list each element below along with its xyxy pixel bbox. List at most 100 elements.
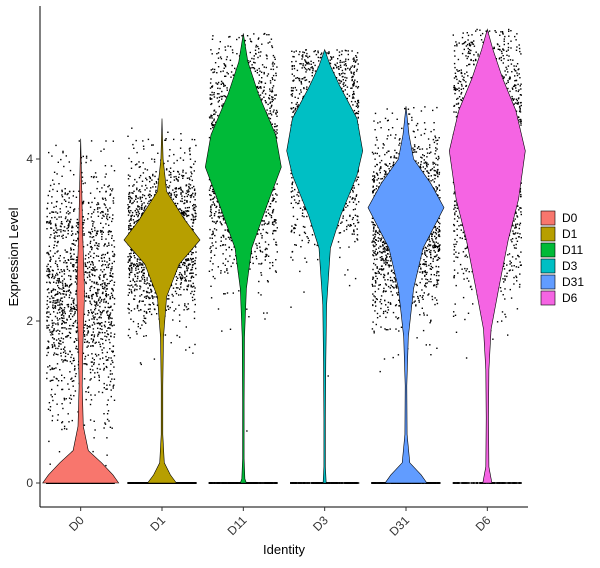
data-point — [139, 259, 141, 261]
data-point — [60, 221, 63, 223]
data-point — [110, 324, 112, 326]
data-point — [105, 288, 108, 290]
data-point — [146, 169, 149, 171]
data-point — [89, 206, 92, 208]
data-point — [76, 348, 79, 350]
data-point — [103, 203, 105, 205]
data-point — [270, 106, 272, 108]
data-point — [47, 251, 49, 254]
data-point — [105, 301, 107, 304]
data-point — [53, 342, 55, 344]
data-point — [135, 283, 137, 286]
data-point — [195, 246, 197, 248]
data-point — [193, 189, 196, 191]
data-point — [101, 265, 103, 267]
data-point — [93, 267, 95, 270]
data-point — [61, 359, 63, 361]
data-point — [128, 328, 130, 331]
data-point — [102, 263, 104, 266]
data-point — [263, 73, 265, 75]
data-point — [70, 283, 73, 285]
data-point — [112, 296, 114, 299]
data-point — [272, 96, 274, 99]
data-point — [52, 188, 54, 191]
data-point — [143, 202, 145, 204]
data-point — [149, 280, 152, 282]
data-point — [55, 353, 57, 355]
data-point — [94, 313, 97, 315]
data-point — [228, 36, 230, 38]
data-point — [193, 203, 195, 206]
data-point — [76, 256, 78, 259]
data-point — [134, 273, 136, 276]
data-point — [208, 178, 211, 181]
data-point — [263, 66, 265, 68]
data-point — [184, 202, 186, 204]
data-point — [75, 331, 78, 334]
data-point — [61, 288, 63, 290]
data-point — [46, 325, 48, 327]
data-point — [147, 296, 150, 298]
data-point — [65, 216, 67, 218]
data-point — [50, 227, 52, 229]
data-point — [60, 348, 62, 350]
data-point — [112, 255, 114, 257]
data-point — [109, 327, 111, 330]
data-point — [211, 237, 213, 239]
data-point — [91, 357, 94, 359]
data-point — [54, 237, 56, 240]
data-point — [85, 295, 88, 297]
data-point — [88, 257, 90, 259]
data-point — [195, 274, 197, 276]
data-point — [141, 213, 143, 215]
data-point — [191, 272, 193, 274]
data-point — [112, 202, 115, 204]
data-point — [85, 292, 88, 295]
data-point — [256, 244, 258, 247]
data-point — [262, 228, 264, 231]
data-point — [64, 217, 67, 220]
data-point — [188, 263, 190, 265]
data-point — [269, 102, 271, 104]
data-point — [57, 309, 60, 311]
data-point — [192, 482, 194, 484]
data-point — [46, 215, 48, 218]
data-point — [135, 195, 137, 197]
data-point — [48, 245, 50, 247]
data-point — [55, 260, 57, 262]
data-point — [255, 44, 258, 47]
data-point — [89, 240, 92, 243]
data-point — [49, 212, 51, 214]
data-point — [195, 251, 197, 253]
data-point — [69, 169, 72, 172]
data-point — [143, 206, 146, 208]
data-point — [112, 288, 114, 291]
data-point — [103, 301, 105, 303]
data-point — [137, 205, 139, 207]
data-point — [103, 275, 105, 277]
data-point — [57, 380, 60, 382]
data-point — [51, 388, 53, 391]
data-point — [218, 105, 220, 108]
data-point — [168, 170, 171, 173]
data-point — [191, 187, 193, 189]
data-point — [249, 261, 251, 263]
data-point — [112, 350, 114, 352]
data-point — [108, 230, 111, 232]
data-point — [69, 402, 71, 404]
data-point — [184, 482, 186, 484]
data-point — [108, 184, 110, 187]
data-point — [182, 175, 185, 177]
data-point — [137, 272, 139, 274]
data-point — [85, 161, 87, 164]
data-point — [129, 285, 131, 287]
data-point — [220, 58, 223, 60]
data-point — [52, 307, 55, 310]
data-point — [104, 213, 107, 215]
data-point — [97, 203, 100, 205]
data-point — [244, 39, 246, 42]
data-point — [266, 34, 268, 36]
data-point — [183, 309, 185, 311]
data-point — [131, 127, 133, 129]
data-point — [155, 191, 157, 193]
